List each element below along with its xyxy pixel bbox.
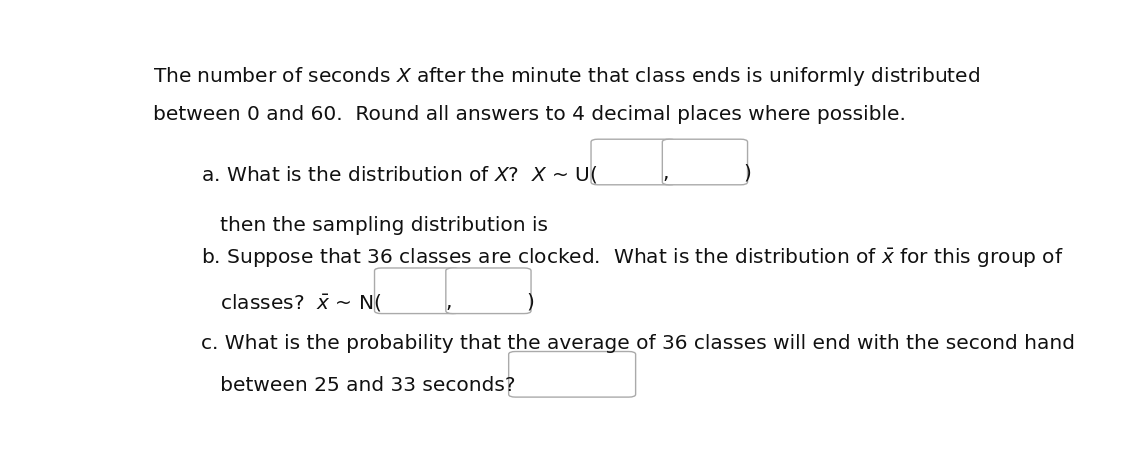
Text: then the sampling distribution is: then the sampling distribution is bbox=[201, 216, 549, 235]
Text: b. Suppose that 36 classes are clocked.  What is the distribution of $\bar{x}$ f: b. Suppose that 36 classes are clocked. … bbox=[201, 247, 1064, 270]
Text: a. What is the distribution of $X$?  $X$ ~ U(: a. What is the distribution of $X$? $X$ … bbox=[201, 164, 598, 184]
Text: classes?  $\bar{x}$ ~ N(: classes? $\bar{x}$ ~ N( bbox=[201, 292, 381, 313]
Text: c. What is the probability that the average of 36 classes will end with the seco: c. What is the probability that the aver… bbox=[201, 334, 1075, 353]
Text: The number of seconds $X$ after the minute that class ends is uniformly distribu: The number of seconds $X$ after the minu… bbox=[154, 64, 981, 87]
Text: ,: , bbox=[662, 164, 669, 183]
Text: ): ) bbox=[743, 164, 751, 183]
FancyBboxPatch shape bbox=[445, 268, 531, 314]
Text: between 25 and 33 seconds?: between 25 and 33 seconds? bbox=[201, 375, 516, 394]
FancyBboxPatch shape bbox=[591, 140, 677, 185]
Text: ): ) bbox=[526, 292, 534, 311]
FancyBboxPatch shape bbox=[375, 268, 460, 314]
Text: between 0 and 60.  Round all answers to 4 decimal places where possible.: between 0 and 60. Round all answers to 4… bbox=[154, 105, 907, 124]
FancyBboxPatch shape bbox=[662, 140, 747, 185]
FancyBboxPatch shape bbox=[508, 352, 636, 397]
Text: ,: , bbox=[445, 292, 452, 311]
